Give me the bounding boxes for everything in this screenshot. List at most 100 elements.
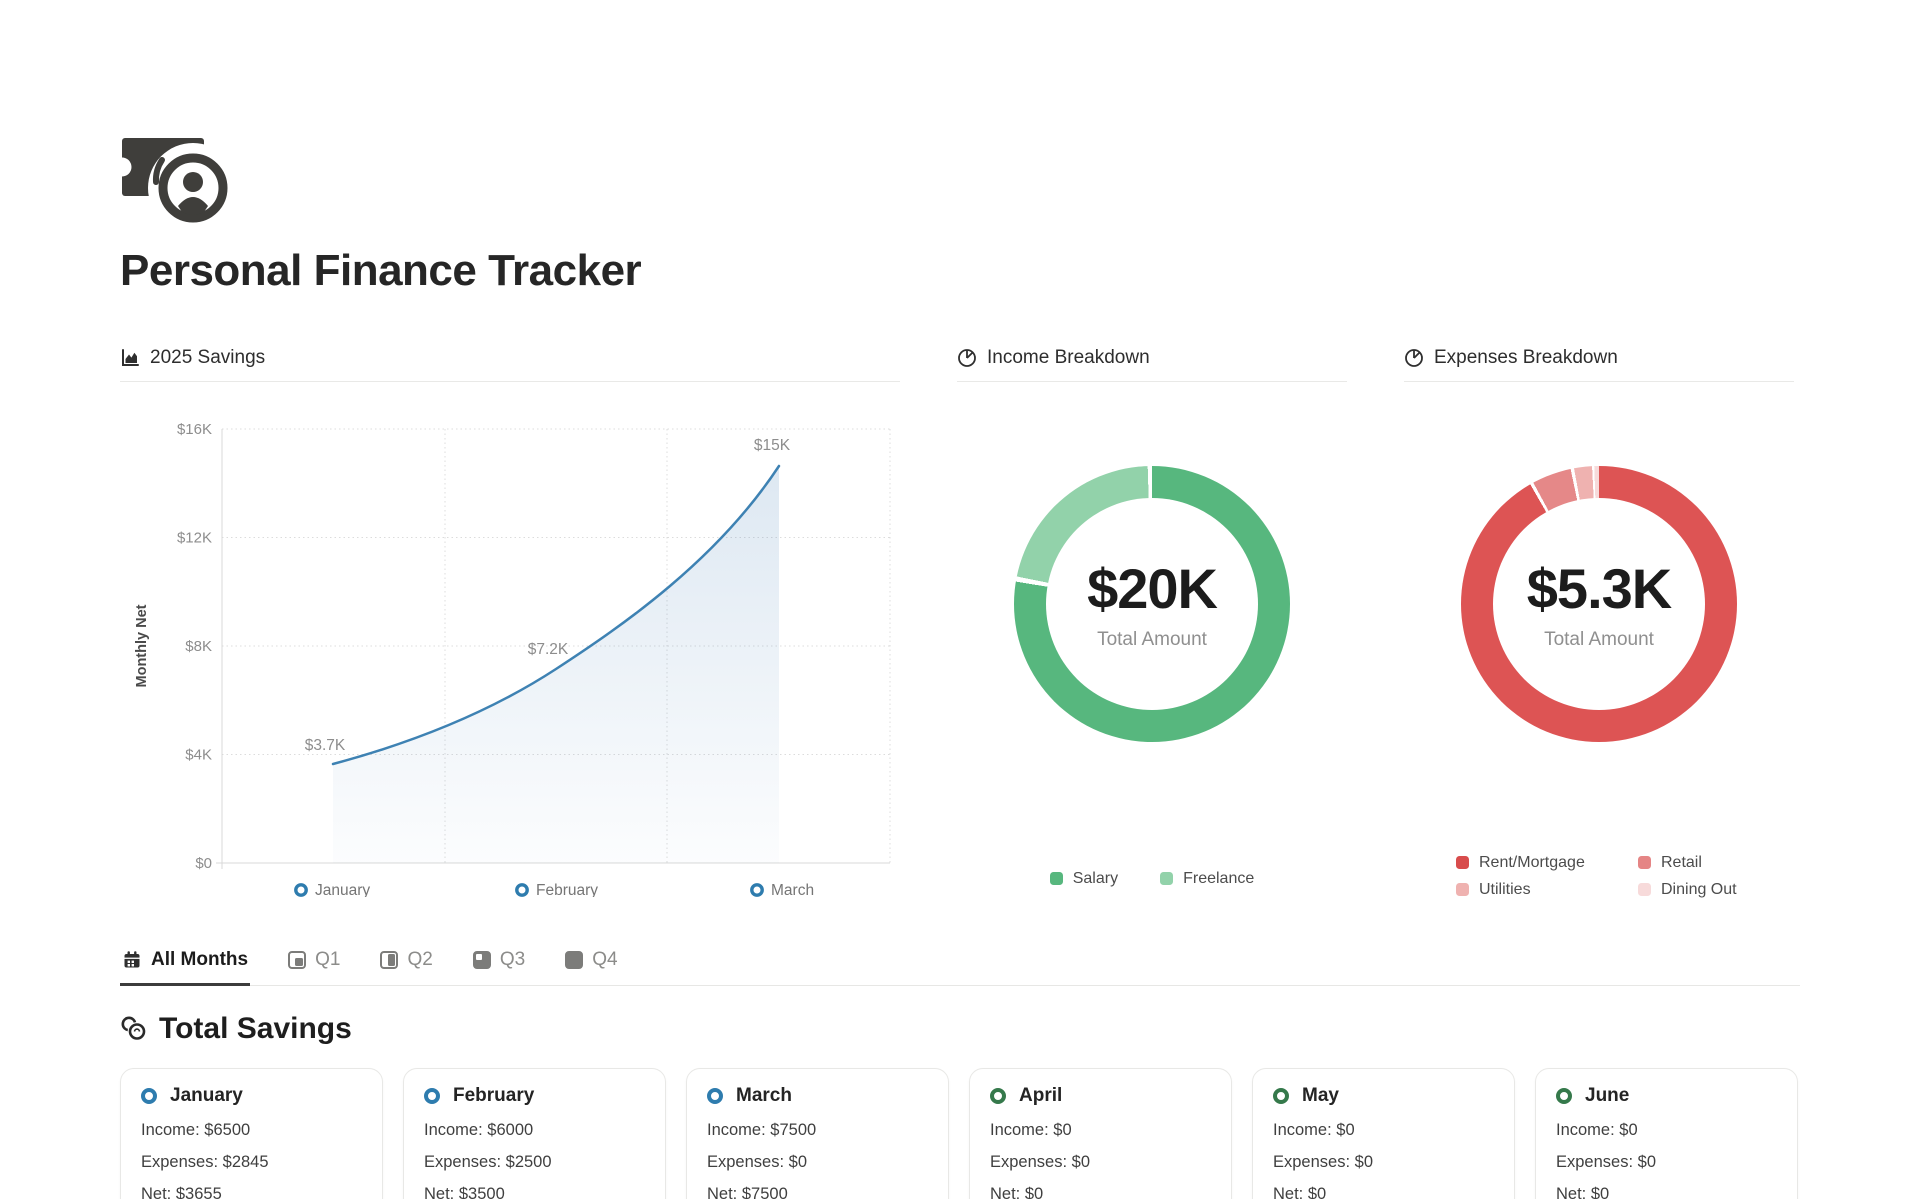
income-label: Income: [707, 1120, 766, 1139]
y-axis-title: Monthly Net [134, 604, 150, 687]
month-name: March [736, 1084, 792, 1106]
tab-label: Q1 [315, 948, 341, 970]
expenses-value: $2500 [505, 1152, 552, 1171]
expenses-label: Expenses: [141, 1152, 219, 1171]
income-value: $0 [1053, 1120, 1072, 1139]
legend-label: Freelance [1183, 869, 1255, 887]
tab-q1[interactable]: Q1 [286, 949, 342, 986]
month-name: May [1302, 1084, 1339, 1106]
income-line: Income: $0 [1556, 1119, 1777, 1141]
tab-label: Q2 [407, 948, 433, 970]
month-marker-dot-icon [990, 1087, 1006, 1104]
month-card-january[interactable]: January Income: $6500 Expenses: $2845 Ne… [120, 1067, 383, 1199]
expenses-line: Expenses: $2500 [424, 1151, 645, 1173]
expenses-label: Expenses: [707, 1152, 785, 1171]
month-marker-dot-icon [707, 1087, 723, 1104]
tab-q4[interactable]: Q4 [563, 949, 619, 986]
net-line: Net: $7500 [707, 1183, 928, 1199]
expenses-panel-title: Expenses Breakdown [1434, 346, 1618, 368]
total-savings-heading: Total Savings [120, 1012, 1800, 1046]
point-label-february: $7.2K [528, 641, 569, 658]
savings-chart-area: $16K $12K $8K $4K $0 $3.7K $7.2K $15K Mo… [120, 382, 900, 899]
income-line: Income: $7500 [707, 1119, 928, 1141]
expenses-value: $0 [1637, 1152, 1656, 1171]
month-card-february[interactable]: February Income: $6000 Expenses: $2500 N… [403, 1067, 666, 1199]
legend-item-dining-out[interactable]: Dining Out [1638, 881, 1737, 899]
point-label-january: $3.7K [305, 737, 346, 754]
month-card-header: June [1556, 1085, 1777, 1107]
tab-q3[interactable]: Q3 [471, 949, 527, 986]
quarter-4-icon [565, 950, 584, 969]
expenses-label: Expenses: [1556, 1152, 1634, 1171]
income-label: Income: [1273, 1120, 1332, 1139]
expenses-line: Expenses: $0 [1556, 1151, 1777, 1173]
legend-swatch-icon [1049, 872, 1063, 886]
x-marker-dot-icon [750, 882, 764, 897]
month-card-header: April [990, 1085, 1211, 1107]
month-name: April [1019, 1084, 1063, 1106]
legend-label: Rent/Mortgage [1479, 853, 1585, 871]
month-cards-row: January Income: $6500 Expenses: $2845 Ne… [120, 1067, 1800, 1199]
area-chart-icon [122, 348, 139, 366]
income-chart-area: $20K Total Amount Salary Freelance [957, 382, 1347, 897]
month-marker-dot-icon [1556, 1087, 1572, 1104]
legend-item-salary[interactable]: Salary [1049, 870, 1118, 888]
expenses-line: Expenses: $2845 [141, 1151, 362, 1173]
net-value: $0 [1307, 1184, 1327, 1199]
x-marker-dot-icon [515, 882, 529, 897]
legend-swatch-icon [1638, 883, 1651, 897]
income-value: $6000 [487, 1120, 534, 1139]
month-card-may[interactable]: May Income: $0 Expenses: $0 Net: $0 [1252, 1067, 1515, 1199]
net-line: Net: $0 [990, 1183, 1211, 1199]
calendar-icon [124, 950, 140, 968]
tab-q2[interactable]: Q2 [378, 949, 434, 986]
point-label-march: $15K [754, 437, 791, 454]
money-logo-icon [120, 138, 232, 224]
income-value: $0 [1619, 1120, 1638, 1139]
month-card-header: May [1273, 1085, 1494, 1107]
income-value: $6500 [204, 1120, 251, 1139]
savings-panel-title: 2025 Savings [150, 346, 266, 368]
month-marker-dot-icon [424, 1087, 440, 1104]
income-donut-center: $20K Total Amount [1014, 466, 1290, 742]
legend-item-retail[interactable]: Retail [1638, 854, 1737, 872]
expenses-legend: Rent/Mortgage Retail Utilities Dining Ou… [1456, 854, 1737, 899]
income-label: Income: [990, 1120, 1049, 1139]
expenses-value: $2845 [222, 1152, 269, 1171]
month-marker-dot-icon [1273, 1087, 1289, 1104]
expenses-total-label: Total Amount [1544, 629, 1654, 651]
y-tick: $8K [185, 638, 212, 655]
y-tick: $0 [195, 855, 212, 872]
month-card-header: January [141, 1085, 362, 1107]
month-card-march[interactable]: March Income: $7500 Expenses: $0 Net: $7… [686, 1067, 949, 1199]
legend-swatch-icon [1456, 856, 1469, 870]
tab-label: All Months [151, 948, 249, 970]
income-panel-title: Income Breakdown [987, 346, 1150, 368]
income-label: Income: [141, 1120, 200, 1139]
month-card-june[interactable]: June Income: $0 Expenses: $0 Net: $0 [1535, 1067, 1798, 1199]
legend-item-freelance[interactable]: Freelance [1160, 870, 1254, 888]
quarter-1-icon [288, 950, 307, 969]
net-line: Net: $0 [1273, 1183, 1494, 1199]
legend-swatch-icon [1160, 872, 1174, 886]
month-name: January [170, 1084, 243, 1106]
expenses-line: Expenses: $0 [1273, 1151, 1494, 1173]
month-marker-dot-icon [141, 1087, 157, 1104]
net-value: $7500 [741, 1184, 788, 1199]
income-total-label: Total Amount [1097, 629, 1207, 651]
month-card-april[interactable]: April Income: $0 Expenses: $0 Net: $0 [969, 1067, 1232, 1199]
legend-item-utilities[interactable]: Utilities [1456, 881, 1638, 899]
income-label: Income: [424, 1120, 483, 1139]
net-line: Net: $0 [1556, 1183, 1777, 1199]
expenses-panel-header: Expenses Breakdown [1404, 347, 1794, 382]
expenses-label: Expenses: [1273, 1152, 1351, 1171]
x-label-february: February [536, 882, 598, 897]
net-line: Net: $3655 [141, 1183, 362, 1199]
legend-item-rent-mortgage[interactable]: Rent/Mortgage [1456, 854, 1638, 872]
savings-panel: 2025 Savings [120, 346, 900, 899]
quarter-3-icon [472, 950, 491, 969]
tab-all-months[interactable]: All Months [120, 948, 251, 986]
net-label: Net: [424, 1184, 455, 1199]
month-card-header: February [424, 1085, 645, 1107]
net-label: Net: [1273, 1184, 1304, 1199]
